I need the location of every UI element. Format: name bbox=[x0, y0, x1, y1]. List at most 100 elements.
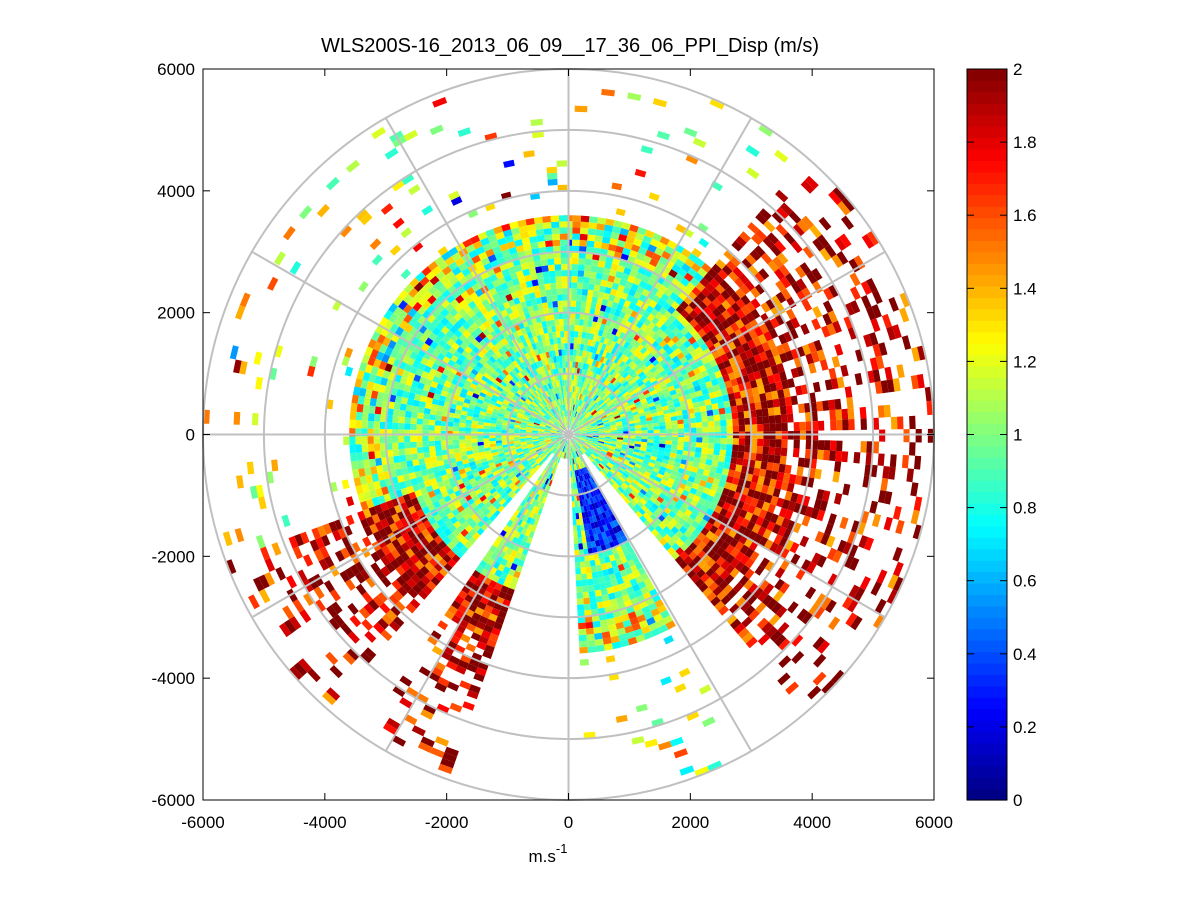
velocity-cell bbox=[577, 406, 581, 413]
velocity-cell bbox=[401, 532, 411, 543]
velocity-cell bbox=[527, 467, 534, 473]
velocity-cell bbox=[506, 357, 513, 365]
velocity-cell bbox=[480, 485, 488, 492]
velocity-cell bbox=[574, 436, 581, 439]
velocity-cell bbox=[509, 416, 517, 421]
velocity-cell bbox=[447, 371, 456, 379]
velocity-cell bbox=[570, 452, 573, 459]
velocity-cell bbox=[706, 453, 714, 461]
velocity-cell bbox=[384, 346, 394, 357]
velocity-cell bbox=[701, 421, 709, 428]
velocity-cell bbox=[525, 366, 531, 374]
velocity-cell bbox=[598, 410, 605, 416]
velocity-cell bbox=[641, 430, 648, 434]
velocity-cell bbox=[420, 537, 430, 547]
velocity-cell bbox=[387, 339, 397, 350]
velocity-cell bbox=[734, 541, 744, 552]
velocity-cell bbox=[532, 439, 539, 442]
velocity-cell bbox=[565, 452, 567, 459]
velocity-cell bbox=[641, 605, 651, 615]
velocity-cell bbox=[601, 330, 608, 338]
velocity-cell bbox=[474, 260, 484, 270]
velocity-cell bbox=[718, 480, 726, 488]
velocity-cell bbox=[587, 523, 592, 530]
velocity-cell bbox=[701, 356, 710, 365]
velocity-cell bbox=[408, 472, 417, 480]
velocity-cell bbox=[550, 417, 556, 423]
velocity-cell bbox=[696, 437, 703, 443]
velocity-cell bbox=[469, 491, 478, 499]
velocity-cell bbox=[663, 335, 672, 344]
velocity-cell bbox=[665, 440, 672, 445]
velocity-cell bbox=[585, 621, 594, 629]
velocity-cell bbox=[372, 382, 381, 392]
velocity-cell bbox=[552, 239, 561, 247]
velocity-cell bbox=[576, 494, 580, 501]
velocity-cell bbox=[549, 418, 555, 423]
velocity-cell bbox=[435, 312, 445, 322]
velocity-cell bbox=[444, 363, 453, 372]
velocity-cell bbox=[693, 305, 703, 315]
velocity-cell bbox=[544, 406, 549, 412]
velocity-cell bbox=[498, 590, 507, 600]
velocity-cell bbox=[598, 439, 605, 443]
velocity-cell bbox=[429, 340, 439, 350]
velocity-cell bbox=[447, 285, 457, 295]
velocity-cell bbox=[579, 246, 587, 253]
velocity-cell bbox=[501, 402, 509, 408]
velocity-cell bbox=[629, 390, 636, 397]
velocity-cell bbox=[655, 618, 666, 628]
velocity-cell bbox=[538, 387, 544, 394]
velocity-cell bbox=[725, 544, 735, 555]
velocity-cell bbox=[468, 477, 477, 485]
velocity-cell bbox=[700, 527, 710, 536]
velocity-cell bbox=[444, 312, 454, 322]
velocity-cell bbox=[536, 374, 542, 382]
velocity-cell bbox=[663, 377, 672, 385]
velocity-cell bbox=[516, 511, 523, 519]
velocity-cell bbox=[708, 581, 719, 592]
velocity-cell bbox=[571, 416, 573, 423]
velocity-cell bbox=[639, 447, 647, 452]
velocity-cell bbox=[591, 359, 597, 367]
velocity-cell bbox=[730, 547, 740, 558]
velocity-cell bbox=[492, 454, 499, 460]
velocity-cell bbox=[570, 458, 573, 465]
velocity-cell bbox=[741, 342, 751, 352]
velocity-cell bbox=[623, 313, 631, 321]
velocity-cell bbox=[530, 298, 538, 306]
velocity-cell bbox=[356, 460, 365, 469]
velocity-cell bbox=[703, 361, 712, 370]
velocity-cell bbox=[697, 301, 708, 311]
velocity-cell bbox=[597, 329, 604, 337]
velocity-cell bbox=[557, 343, 562, 350]
velocity-cell bbox=[483, 438, 490, 442]
velocity-cell bbox=[503, 464, 510, 471]
velocity-cell bbox=[544, 436, 551, 438]
velocity-cell bbox=[583, 473, 588, 481]
velocity-cell bbox=[521, 405, 528, 410]
velocity-cell bbox=[542, 483, 547, 491]
velocity-cell bbox=[580, 436, 587, 439]
velocity-cell bbox=[684, 323, 694, 332]
velocity-cell bbox=[417, 382, 425, 390]
velocity-cell bbox=[664, 447, 672, 453]
velocity-cell bbox=[586, 435, 593, 437]
velocity-cell bbox=[527, 422, 534, 426]
velocity-cell bbox=[398, 422, 405, 430]
velocity-cell bbox=[535, 465, 541, 472]
velocity-cell bbox=[441, 289, 452, 299]
velocity-cell bbox=[572, 221, 581, 228]
velocity-cell bbox=[579, 439, 586, 443]
velocity-cell bbox=[501, 439, 509, 443]
velocity-cell bbox=[508, 390, 515, 397]
velocity-cell bbox=[659, 429, 666, 434]
velocity-cell bbox=[580, 506, 585, 513]
velocity-cell bbox=[443, 563, 453, 573]
velocity-cell bbox=[577, 442, 583, 447]
velocity-cell bbox=[635, 403, 643, 409]
velocity-cell bbox=[735, 398, 743, 406]
velocity-cell bbox=[514, 459, 521, 465]
velocity-cell bbox=[556, 435, 563, 438]
velocity-cell bbox=[541, 400, 547, 407]
